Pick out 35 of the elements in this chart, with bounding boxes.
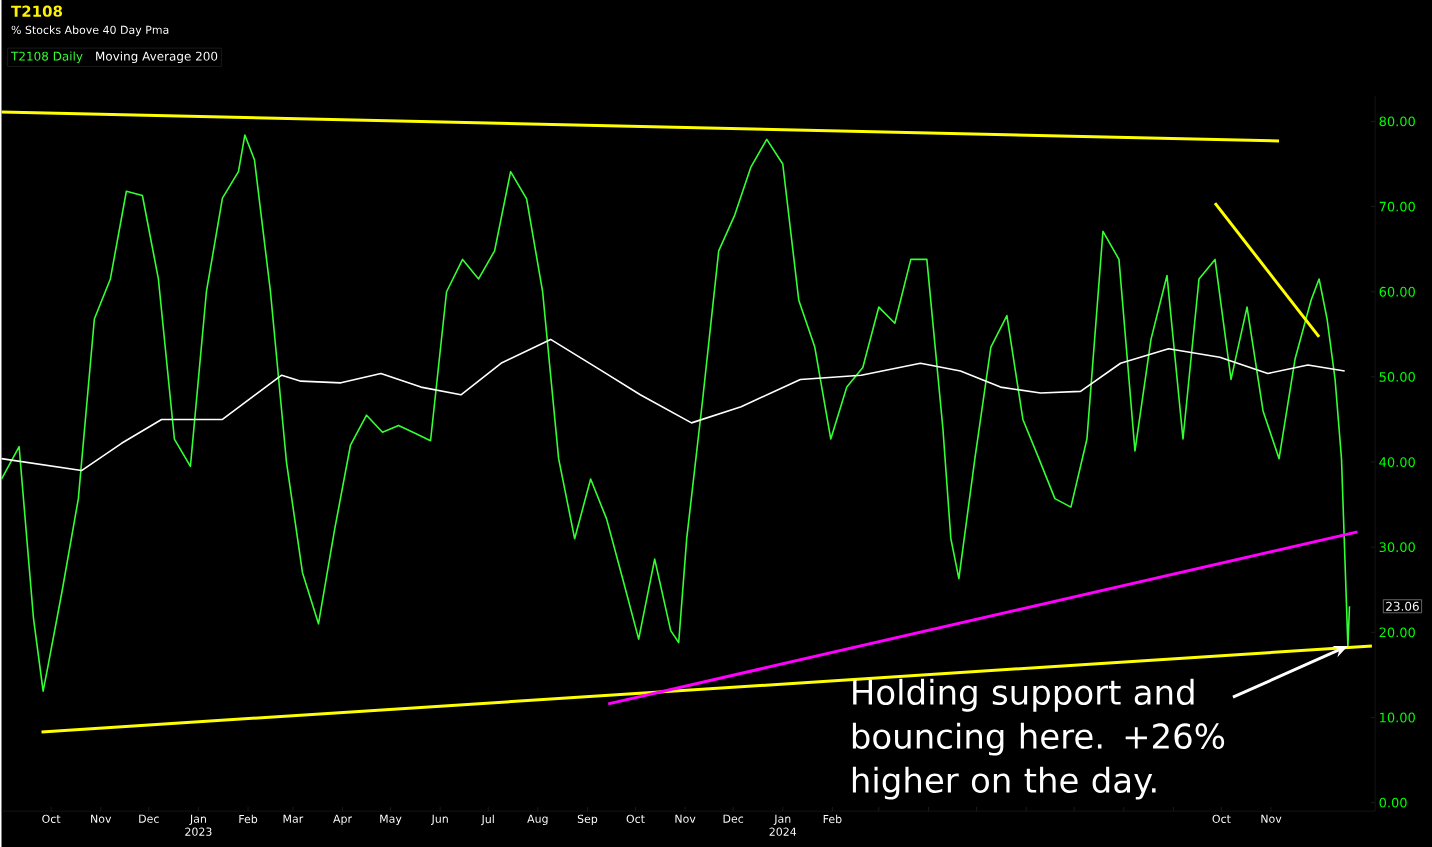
x-tick-label: Feb bbox=[239, 814, 258, 824]
x-tick-label: Jul bbox=[481, 814, 494, 826]
x-tick-label: Mar bbox=[283, 814, 304, 823]
y-tick-label: 20.00 bbox=[1379, 627, 1415, 638]
x-tick-label: Jan 2023 bbox=[185, 814, 212, 836]
x-tick-label: Nov bbox=[91, 814, 112, 823]
y-tick-label: 50.00 bbox=[1379, 371, 1415, 382]
x-tick-label: Sep bbox=[577, 814, 598, 826]
x-tick-label: Aug bbox=[527, 814, 548, 825]
x-tick-label: Apr bbox=[333, 814, 352, 825]
x-tick-label: Nov bbox=[675, 814, 696, 823]
x-tick-label: Oct bbox=[1212, 814, 1231, 823]
x-tick-label: Nov bbox=[1261, 814, 1282, 823]
chart-title: T2108 bbox=[11, 5, 63, 17]
x-tick-label: Dec bbox=[139, 814, 159, 823]
text: Moving Average 200 bbox=[96, 51, 218, 64]
x-tick-label: Oct bbox=[626, 814, 645, 823]
x-tick-label: Jan 2024 bbox=[769, 814, 797, 836]
x-tick-label: Feb bbox=[823, 814, 842, 824]
annotation: Holding support and bouncing here. +26% higher on the day. bbox=[852, 678, 1225, 800]
y-tick-label: 40.00 bbox=[1379, 457, 1415, 467]
chart-subtitle: % Stocks Above 40 Day Pma bbox=[11, 25, 169, 37]
y-tick-label: 0.00 bbox=[1379, 797, 1407, 808]
x-tick-label: Oct bbox=[42, 814, 61, 823]
y-tick-label: 80.00 bbox=[1379, 116, 1415, 127]
y-tick-label: 10.00 bbox=[1380, 712, 1415, 723]
x-tick-label: Jun bbox=[431, 814, 448, 825]
text: 23.06 bbox=[1386, 601, 1419, 611]
line-series bbox=[0, 338, 1346, 472]
text: T2108 Daily bbox=[10, 51, 83, 64]
y-tick-label: 70.00 bbox=[1379, 201, 1415, 212]
y-tick-label: 60.00 bbox=[1379, 286, 1415, 297]
y-tick-label: 30.00 bbox=[1379, 542, 1415, 553]
x-tick-label: May bbox=[380, 814, 402, 825]
x-tick-label: Dec bbox=[723, 814, 744, 823]
